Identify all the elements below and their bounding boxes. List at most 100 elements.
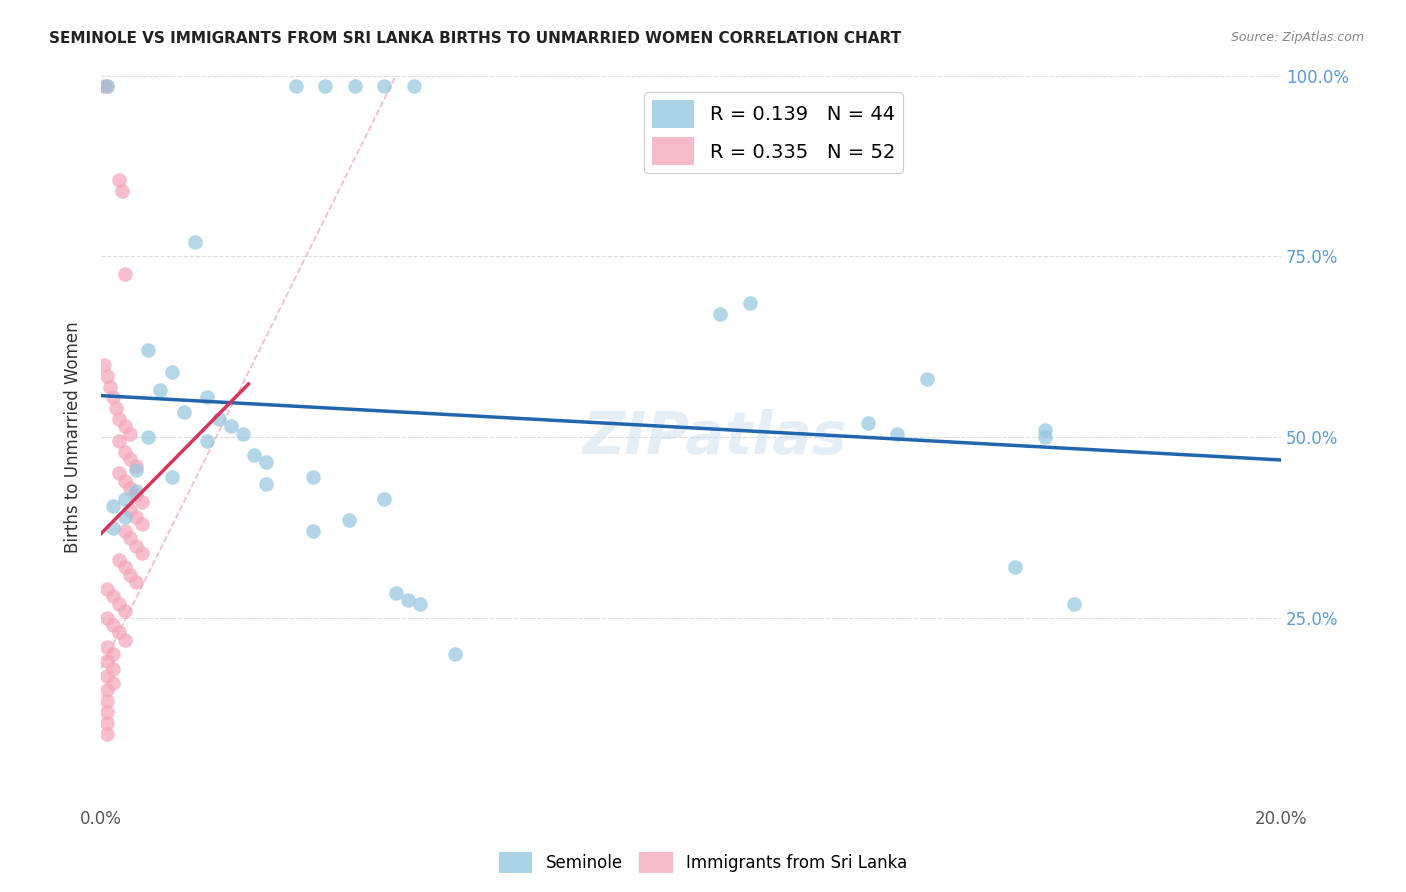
Point — [107, 173, 129, 187]
Point — [101, 662, 124, 676]
Point — [120, 481, 142, 495]
Point — [96, 694, 118, 708]
Point — [114, 604, 136, 618]
Point — [96, 79, 118, 94]
Point — [173, 405, 195, 419]
Point — [149, 383, 172, 397]
Point — [125, 484, 148, 499]
Point — [444, 647, 467, 661]
Point — [125, 459, 148, 474]
Point — [337, 513, 360, 527]
Point — [96, 727, 118, 741]
Point — [114, 444, 136, 458]
Point — [114, 632, 136, 647]
Point — [107, 625, 129, 640]
Point — [101, 618, 124, 632]
Point — [232, 426, 254, 441]
Point — [408, 597, 430, 611]
Point — [219, 419, 242, 434]
Point — [131, 495, 153, 509]
Point — [373, 79, 395, 94]
Point — [114, 524, 136, 539]
Legend: R = 0.139   N = 44, R = 0.335   N = 52: R = 0.139 N = 44, R = 0.335 N = 52 — [644, 93, 903, 173]
Point — [120, 502, 142, 516]
Point — [915, 372, 938, 386]
Point — [96, 79, 118, 94]
Point — [96, 654, 118, 668]
Point — [120, 532, 142, 546]
Point — [208, 412, 231, 426]
Point — [96, 715, 118, 730]
Point — [373, 491, 395, 506]
Point — [302, 470, 325, 484]
Point — [136, 343, 159, 358]
Point — [243, 448, 266, 462]
Point — [107, 412, 129, 426]
Point — [107, 434, 129, 448]
Text: Source: ZipAtlas.com: Source: ZipAtlas.com — [1230, 31, 1364, 45]
Point — [120, 426, 142, 441]
Point — [114, 419, 136, 434]
Point — [136, 430, 159, 444]
Point — [131, 546, 153, 560]
Point — [96, 368, 118, 383]
Point — [114, 491, 136, 506]
Point — [104, 401, 127, 416]
Point — [107, 553, 129, 567]
Point — [125, 488, 148, 502]
Point — [101, 647, 124, 661]
Point — [1063, 597, 1085, 611]
Point — [131, 516, 153, 531]
Point — [101, 391, 124, 405]
Point — [184, 235, 207, 249]
Point — [101, 676, 124, 690]
Point — [110, 184, 132, 198]
Point — [343, 79, 366, 94]
Point — [96, 640, 118, 654]
Point — [120, 451, 142, 466]
Point — [254, 477, 277, 491]
Point — [856, 416, 879, 430]
Point — [396, 593, 419, 607]
Y-axis label: Births to Unmarried Women: Births to Unmarried Women — [65, 321, 82, 553]
Point — [114, 509, 136, 524]
Point — [107, 467, 129, 481]
Point — [101, 590, 124, 604]
Point — [738, 296, 761, 310]
Point — [1033, 430, 1056, 444]
Point — [101, 499, 124, 513]
Point — [101, 520, 124, 534]
Point — [114, 560, 136, 574]
Point — [120, 567, 142, 582]
Point — [96, 611, 118, 625]
Point — [96, 582, 118, 596]
Point — [125, 574, 148, 589]
Point — [1004, 560, 1026, 574]
Point — [284, 79, 307, 94]
Point — [114, 268, 136, 282]
Text: SEMINOLE VS IMMIGRANTS FROM SRI LANKA BIRTHS TO UNMARRIED WOMEN CORRELATION CHAR: SEMINOLE VS IMMIGRANTS FROM SRI LANKA BI… — [49, 31, 901, 46]
Point — [385, 585, 408, 599]
Point — [886, 426, 908, 441]
Point — [125, 509, 148, 524]
Point — [195, 391, 218, 405]
Point — [96, 683, 118, 698]
Point — [302, 524, 325, 539]
Point — [314, 79, 336, 94]
Point — [125, 539, 148, 553]
Point — [107, 597, 129, 611]
Legend: Seminole, Immigrants from Sri Lanka: Seminole, Immigrants from Sri Lanka — [492, 846, 914, 880]
Point — [254, 455, 277, 469]
Point — [160, 365, 183, 379]
Text: ZIPatlas: ZIPatlas — [582, 409, 846, 466]
Point — [402, 79, 425, 94]
Point — [114, 474, 136, 488]
Point — [93, 358, 115, 372]
Point — [125, 463, 148, 477]
Point — [96, 669, 118, 683]
Point — [195, 434, 218, 448]
Point — [93, 79, 115, 94]
Point — [98, 379, 121, 393]
Point — [96, 705, 118, 719]
Point — [160, 470, 183, 484]
